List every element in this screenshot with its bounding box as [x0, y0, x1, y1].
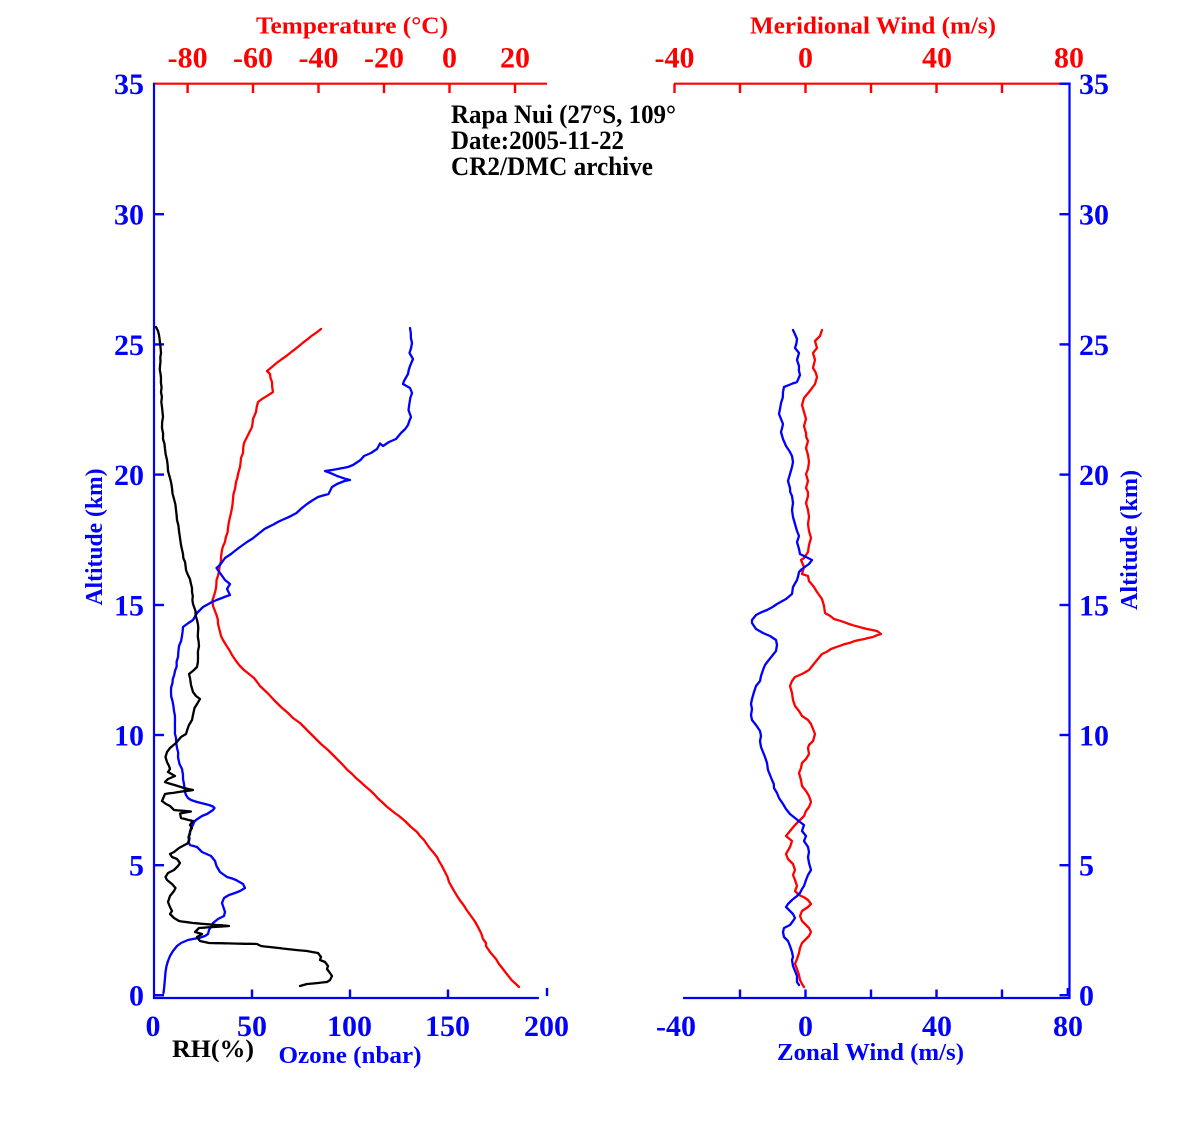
svg-text:-40: -40: [655, 42, 695, 75]
svg-text:100: 100: [327, 1010, 372, 1043]
svg-text:Altitude (km): Altitude (km): [1117, 470, 1143, 610]
svg-text:0: 0: [146, 1010, 161, 1043]
svg-text:20: 20: [500, 42, 530, 75]
svg-text:35: 35: [114, 68, 144, 101]
svg-text:30: 30: [1079, 199, 1109, 232]
svg-text:-40: -40: [656, 1010, 696, 1043]
svg-text:0: 0: [442, 42, 457, 75]
svg-text:Date:2005-11-22: Date:2005-11-22: [451, 126, 624, 155]
svg-text:0: 0: [798, 1010, 813, 1043]
svg-text:0: 0: [798, 42, 813, 75]
svg-text:30: 30: [114, 199, 144, 232]
svg-text:15: 15: [114, 590, 144, 623]
svg-text:200: 200: [524, 1010, 569, 1043]
svg-text:150: 150: [425, 1010, 470, 1043]
svg-text:0: 0: [1079, 980, 1094, 1013]
svg-text:80: 80: [1054, 42, 1084, 75]
svg-text:Altitude (km): Altitude (km): [82, 469, 108, 606]
svg-text:0: 0: [129, 980, 144, 1013]
svg-text:15: 15: [1079, 590, 1109, 623]
svg-text:-80: -80: [168, 42, 208, 75]
svg-text:20: 20: [1079, 459, 1109, 492]
svg-text:10: 10: [1079, 720, 1109, 753]
svg-text:35: 35: [1079, 68, 1109, 101]
svg-text:Zonal Wind (m/s): Zonal Wind (m/s): [777, 1040, 964, 1066]
svg-text:40: 40: [922, 1010, 952, 1043]
svg-text:50: 50: [237, 1010, 267, 1043]
svg-text:Rapa Nui (27°S, 109°: Rapa Nui (27°S, 109°: [451, 100, 676, 129]
svg-text:RH(%): RH(%): [172, 1036, 254, 1063]
svg-text:-60: -60: [233, 42, 273, 75]
svg-text:Temperature (°C): Temperature (°C): [256, 14, 448, 40]
svg-text:-40: -40: [299, 42, 339, 75]
svg-text:10: 10: [114, 720, 144, 753]
svg-text:20: 20: [114, 459, 144, 492]
svg-text:CR2/DMC archive: CR2/DMC archive: [451, 152, 653, 181]
svg-text:Ozone (nbar): Ozone (nbar): [279, 1043, 422, 1069]
svg-text:25: 25: [1079, 329, 1109, 362]
svg-text:-20: -20: [364, 42, 404, 75]
svg-text:80: 80: [1053, 1010, 1083, 1043]
svg-text:5: 5: [129, 850, 144, 883]
svg-text:25: 25: [114, 329, 144, 362]
svg-text:40: 40: [922, 42, 952, 75]
svg-text:Meridional Wind (m/s): Meridional Wind (m/s): [750, 14, 996, 40]
svg-text:5: 5: [1079, 850, 1094, 883]
